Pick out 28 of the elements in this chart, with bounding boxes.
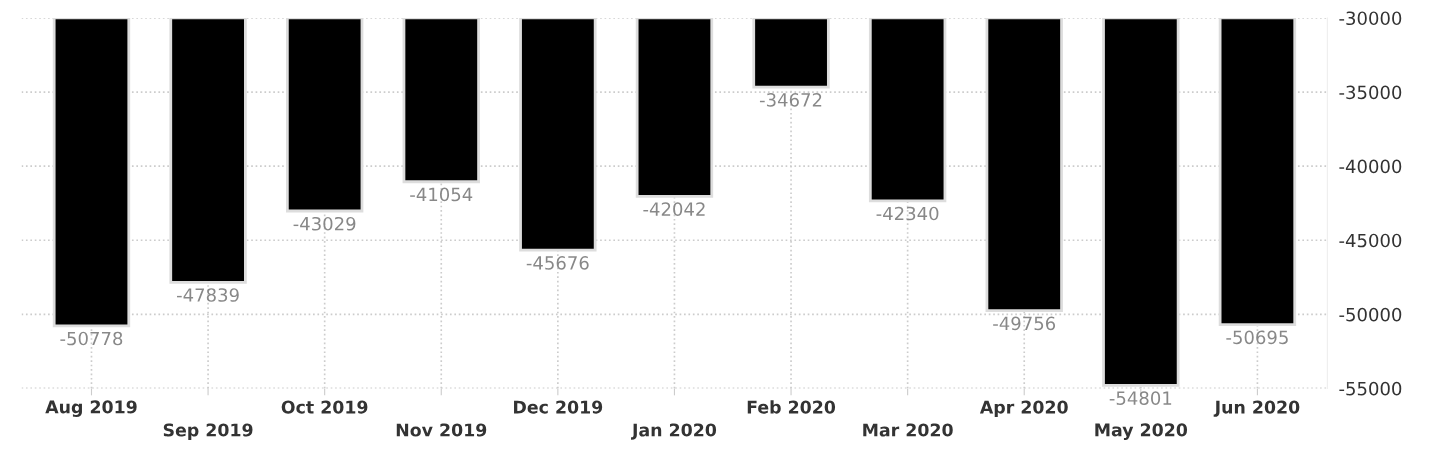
x-tick-label: Mar 2020 [863,423,953,437]
x-tick-label: Jan 2020 [631,423,717,440]
x-tick-label: Dec 2019 [514,400,603,414]
y-tick-label: -50000 [1339,307,1402,322]
x-tick-label: Feb 2020 [747,400,836,414]
x-tick-label: Nov 2019 [396,423,487,437]
data-label: -47839 [176,288,239,302]
data-label: -50695 [1226,330,1288,345]
x-tick-label: Apr 2020 [979,400,1068,417]
data-label: -43029 [293,216,356,231]
data-label: -45676 [526,256,589,270]
data-label: -41054 [410,187,473,202]
data-label: -50778 [60,331,123,346]
y-tick-label: -45000 [1339,233,1402,248]
data-label: -42042 [643,202,705,216]
data-label: -34672 [759,93,822,107]
data-label: -54801 [1109,391,1172,405]
x-tick-label: Jun 2020 [1213,400,1300,417]
x-tick-label: May 2020 [1095,423,1188,440]
y-tick-label: -30000 [1339,11,1402,26]
data-label: -42340 [876,206,939,221]
y-tick-label: -35000 [1339,85,1402,100]
x-tick-label: Sep 2019 [163,423,253,440]
data-label: -49756 [993,316,1056,331]
y-tick-label: -55000 [1339,381,1402,396]
y-tick-label: -40000 [1339,159,1402,174]
x-tick-label: Aug 2019 [45,400,137,417]
x-tick-label: Oct 2019 [281,400,368,414]
